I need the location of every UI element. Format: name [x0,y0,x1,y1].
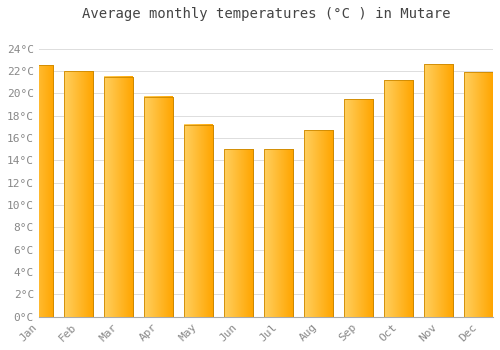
Bar [464,72,493,317]
Bar [264,149,293,317]
Bar [424,64,453,317]
Title: Average monthly temperatures (°C ) in Mutare: Average monthly temperatures (°C ) in Mu… [82,7,450,21]
Bar [304,130,333,317]
Bar [384,80,413,317]
Bar [424,64,453,317]
Bar [224,149,253,317]
Bar [144,97,173,317]
Bar [64,71,93,317]
Bar [144,97,173,317]
Bar [24,65,53,317]
Bar [304,130,333,317]
Bar [184,125,213,317]
Bar [344,99,373,317]
Bar [104,77,133,317]
Bar [24,65,53,317]
Bar [264,149,293,317]
Bar [104,77,133,317]
Bar [64,71,93,317]
Bar [384,80,413,317]
Bar [344,99,373,317]
Bar [184,125,213,317]
Bar [224,149,253,317]
Bar [464,72,493,317]
